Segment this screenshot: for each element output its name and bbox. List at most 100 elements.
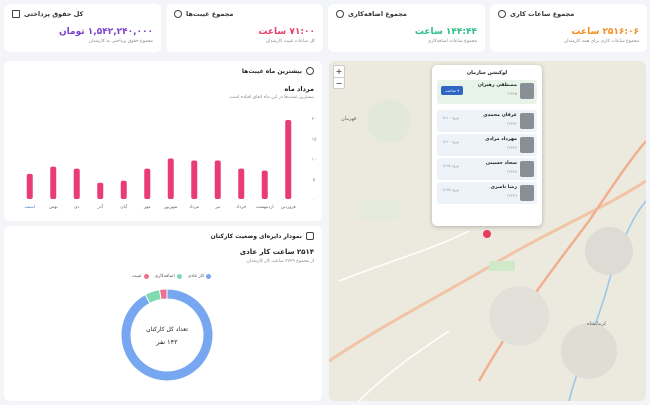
kpi-sub: کل ساعات غیبت کارمندان [265,39,315,44]
legend-item: کار عادی [188,274,212,279]
avatar [520,83,534,99]
avatar [520,113,534,129]
person-code: ۱۲۳۴۷ [506,145,517,150]
person-code: ۱۲۳۴۸ [506,169,517,174]
y-tick-label: ۲۰ [312,117,317,122]
kpi-overtime: مجموع اضافه‌کاری ۱۴۴:۴۴ ساعت مجموع ساعات… [328,4,485,52]
legend-dot [176,274,182,279]
person-time: ورود ۰۸:۲۵ [441,163,459,168]
donut-chart [120,288,214,382]
bar[interactable] [50,166,57,199]
kpi-title: کل حقوق پرداختی [24,10,84,18]
x-tick-label: مهر [143,205,151,210]
bar[interactable] [238,168,245,199]
kpi-value: ۲۵۱۶:۰۶ ساعت [571,27,639,37]
bar[interactable] [285,120,292,199]
person-code: ۱۲۳۴۹ [506,193,517,198]
legend-item: غیبت [132,274,149,279]
zoom-in-button[interactable]: + [335,67,343,76]
x-tick-label: اسفند [24,205,35,210]
y-tick-label: ۵ [313,178,316,183]
legend-label: غیبت [132,274,142,279]
section-header: بیشترین ماه غیبت‌ها [242,67,314,75]
person-name: مصطفی رهبران [477,83,517,88]
y-tick-label: ۱۵ [312,137,317,142]
x-tick-label: دی [74,205,79,210]
map-place-label: قهرمان [341,116,357,122]
bar[interactable] [144,168,151,199]
kpi-value: ۱,۵۴۲,۲۴۰,۰۰۰ تومان [59,27,153,37]
person-code: ۱۲۳۴۵ [506,91,517,96]
clock-icon [498,10,506,18]
legend-dot [143,274,149,279]
bar[interactable] [97,182,104,199]
avatar [520,185,534,201]
person-name: عرفان محمدی [483,113,517,118]
bar[interactable] [73,168,80,199]
avatar [520,161,534,177]
kpi-value: ۱۴۴:۴۴ ساعت [414,27,477,37]
donut-slice[interactable] [120,288,214,382]
map-panel[interactable]: + − قهرمان کرمانشاه لوکیشن سازمان مصطفی … [329,61,646,401]
person-code: ۱۲۳۴۶ [506,121,517,126]
bar[interactable] [191,160,198,199]
kpi-salary: کل حقوق پرداختی ۱,۵۴۲,۲۴۰,۰۰۰ تومان مجمو… [4,4,161,52]
x-tick-label: تیر [214,205,221,210]
map-place-label: کرمانشاه [587,321,607,327]
donut-slice[interactable] [158,288,168,301]
hours-button[interactable]: ۹ ساعت [441,86,464,95]
donut-title: ۲۵۱۴ ساعت کار عادی [239,248,314,256]
bar[interactable] [120,180,127,199]
zoom-out-button[interactable]: − [334,77,344,88]
person-row[interactable]: رضا ناصری ۱۲۳۴۹ ورود ۰۸:۳۵ [437,182,537,204]
wallet-icon [12,10,20,18]
kpi-sub: مجموع ساعات اضافه‌کاری [427,39,477,44]
kpi-absences: مجموع غیبت‌ها ۷۱:۰۰ ساعت کل ساعات غیبت ک… [166,4,323,52]
location-popup: لوکیشن سازمان مصطفی رهبران ۱۲۳۴۵ ۹ ساعت … [432,65,542,226]
person-name: رضا ناصری [490,185,518,190]
donut-sub: از مجموع ۲۷۲۹ ساعت کار کارمندان [246,259,315,264]
section-header: نمودار دایره‌ای وضعیت کارکنان [211,232,314,240]
person-row[interactable]: مهرداد مرادی ۱۲۳۴۷ ورود ۰۸:۲۰ [437,134,537,156]
donut-legend: غیبت اضافه‌کاری کار عادی [132,274,212,279]
kpi-sub: مجموع حقوق پرداختی به کارمندان [88,39,153,44]
x-tick-label: بهمن [49,205,58,210]
person-time: ورود ۰۸:۳۵ [441,187,459,192]
kpi-title: مجموع غیبت‌ها [186,10,234,18]
bar[interactable] [214,160,221,199]
bar[interactable] [261,170,268,199]
x-tick-label: اردیبهشت [256,205,274,210]
legend-label: کار عادی [187,274,205,279]
donut-center-label: تعداد کل کارکنان [146,326,188,333]
section-title: بیشترین ماه غیبت‌ها [241,67,302,75]
bar[interactable] [26,173,33,199]
clock-icon [174,10,182,18]
clock-icon [336,10,344,18]
person-time: ورود ۰۸:۱۰ [441,115,459,120]
kpi-sub: مجموع ساعات کاری برای همه کارمندان [564,39,639,44]
clock-icon [306,67,314,75]
map-zoom-control: + − [333,65,345,89]
map-marker-icon[interactable] [483,230,491,238]
absence-chart-card: بیشترین ماه غیبت‌ها مرداد ماه بیشترین غی… [4,61,322,221]
x-tick-label: آبان [120,204,128,210]
kpi-value: ۷۱:۰۰ ساعت [258,27,315,37]
x-tick-label: شهریور [163,205,178,210]
person-row[interactable]: عرفان محمدی ۱۲۳۴۶ ورود ۰۸:۱۰ [437,110,537,132]
kpi-title: مجموع اضافه‌کاری [348,10,407,18]
kpi-total-hours: مجموع ساعات کاری ۲۵۱۶:۰۶ ساعت مجموع ساعا… [490,4,647,52]
section-title: نمودار دایره‌ای وضعیت کارکنان [210,232,302,240]
legend-item: اضافه‌کاری [155,274,182,279]
chart-icon [306,232,314,240]
person-row[interactable]: مصطفی رهبران ۱۲۳۴۵ ۹ ساعت [437,80,537,104]
person-name: سجاد حسینی [485,161,517,166]
bar[interactable] [167,158,174,200]
peak-month: مرداد ماه [284,85,314,93]
person-row[interactable]: سجاد حسینی ۱۲۳۴۸ ورود ۰۸:۲۵ [437,158,537,180]
person-time: ورود ۰۸:۲۰ [441,139,459,144]
x-tick-label: آذر [97,204,104,210]
person-name: مهرداد مرادی [485,137,517,142]
peak-month-sub: بیشترین غیبت‌ها در این ماه اتفاق افتاده … [228,95,314,100]
legend-dot [206,274,212,279]
avatar [520,137,534,153]
